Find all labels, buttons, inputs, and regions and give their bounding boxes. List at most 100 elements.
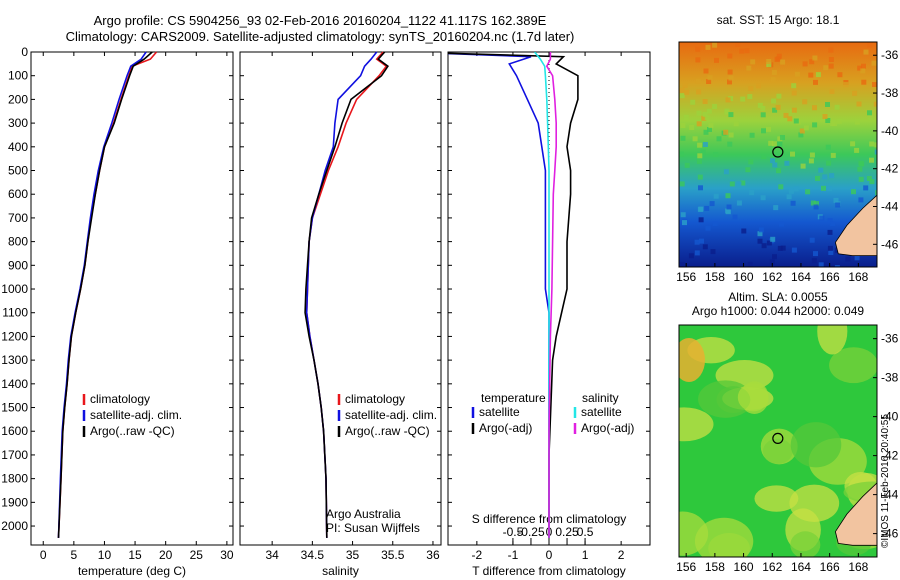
sst-pixel — [735, 42, 741, 47]
sst-pixel — [829, 89, 835, 94]
temperature-axis-label: temperature (deg C) — [78, 564, 186, 578]
sst-pixel — [815, 175, 820, 181]
difference-line-1 — [448, 52, 579, 538]
sst-pixel — [703, 129, 709, 135]
sst-map-lat-label: -40 — [881, 124, 899, 138]
sst-pixel — [739, 48, 745, 54]
sst-pixel — [707, 127, 712, 132]
sla-map-lon-label: 162 — [762, 560, 782, 574]
sst-pixel — [773, 205, 779, 211]
depth-tick-label: 1100 — [2, 306, 28, 320]
depth-tick-label: 700 — [8, 211, 28, 225]
sst-pixel — [774, 56, 780, 62]
sst-pixel — [777, 141, 783, 147]
sst-pixel — [856, 101, 862, 107]
sst-pixel — [679, 93, 685, 99]
sla-anomaly — [762, 438, 793, 464]
sst-pixel — [745, 167, 751, 173]
sst-pixel — [757, 231, 763, 237]
depth-tick-label: 500 — [8, 164, 28, 178]
sst-pixel — [823, 65, 829, 71]
sla-map-frame — [678, 324, 878, 558]
sla-map-coastline — [834, 482, 877, 546]
sst-pixel — [791, 90, 797, 96]
sst-pixel — [866, 176, 872, 181]
sst-pixel — [828, 47, 834, 53]
sst-pixel — [704, 205, 710, 211]
sst-pixel — [813, 251, 818, 257]
sst-pixel — [784, 160, 790, 166]
sst-map-lat-label: -44 — [881, 199, 899, 213]
sst-pixel — [772, 254, 777, 260]
sst-pixel — [815, 72, 821, 78]
sst-pixel — [867, 110, 872, 116]
sst-pixel — [872, 82, 877, 87]
sst-pixel — [808, 158, 814, 164]
sst-pixel — [857, 65, 863, 71]
temperature-tick-label: 0 — [40, 548, 47, 562]
sst-pixel — [843, 82, 849, 88]
sst-pixel — [830, 121, 836, 126]
sst-pixel — [696, 89, 702, 95]
sst-map-coastline — [834, 194, 877, 257]
sla-map-lat-label: -42 — [881, 449, 899, 463]
sst-pixel — [702, 99, 708, 104]
sst-map-lat-label: -38 — [881, 86, 899, 100]
sst-pixel — [861, 63, 866, 69]
sst-pixel — [680, 135, 686, 141]
sst-pixel — [869, 157, 874, 163]
sst-pixel — [837, 72, 843, 78]
sst-pixel — [757, 102, 763, 108]
sst-pixel — [791, 83, 797, 89]
sst-pixel — [809, 152, 815, 158]
sst-pixel — [680, 123, 686, 128]
salinity-tick-label: 35 — [346, 548, 360, 562]
depth-tick-label: 1300 — [1, 353, 28, 367]
sst-pixel — [707, 75, 713, 81]
sst-pixel — [776, 53, 782, 59]
salinity-tick-label: 34 — [265, 548, 279, 562]
sst-pixel — [810, 200, 816, 206]
sst-pixel — [770, 158, 776, 164]
sst-pixel — [766, 62, 772, 68]
depth-tick-label: 1200 — [1, 329, 28, 343]
sst-pixel — [851, 189, 856, 195]
sst-pixel — [712, 42, 718, 48]
sst-pixel — [836, 118, 842, 124]
sst-pixel — [813, 79, 818, 85]
sst-pixel — [777, 136, 783, 142]
sst-pixel — [760, 106, 766, 111]
sst-pixel — [728, 96, 734, 102]
sst-pixel — [757, 238, 763, 244]
sst-pixel — [875, 184, 877, 190]
sst-pixel — [809, 237, 815, 243]
imos-stamp: ©IMOS 11-Feb-2016 20:40:55 — [880, 414, 891, 548]
depth-tick-label: 1400 — [1, 377, 28, 391]
sst-pixel — [805, 189, 811, 195]
sst-pixel — [798, 132, 804, 138]
sla-anomaly — [754, 485, 799, 512]
sla-map-lon-label: 168 — [848, 560, 868, 574]
sst-pixel — [766, 240, 772, 246]
sst-pixel — [696, 110, 702, 116]
sst-pixel — [695, 78, 701, 84]
temperature-legend-1-label: satellite-adj. clim. — [90, 408, 182, 422]
sst-pixel — [698, 206, 704, 212]
sst-pixel — [732, 214, 738, 220]
sst-pixel — [733, 121, 739, 127]
depth-tick-label: 200 — [8, 92, 28, 106]
salinity-tick-label: 34.5 — [301, 548, 325, 562]
sst-pixel — [771, 70, 777, 76]
sst-pixel — [818, 262, 824, 267]
sst-pixel — [825, 102, 830, 107]
sst-pixel — [787, 116, 793, 122]
sla-map-subtitle: Argo h1000: 0.044 h2000: 0.049 — [692, 304, 864, 318]
depth-tick-label: 1600 — [1, 424, 28, 438]
sst-pixel — [713, 193, 719, 199]
sst-pixel — [695, 57, 701, 63]
sst-pixel — [682, 83, 688, 89]
sst-pixel — [825, 144, 831, 150]
salinity-axis-label: salinity — [322, 564, 359, 578]
sst-pixel — [833, 197, 839, 203]
sla-anomaly — [737, 383, 769, 412]
